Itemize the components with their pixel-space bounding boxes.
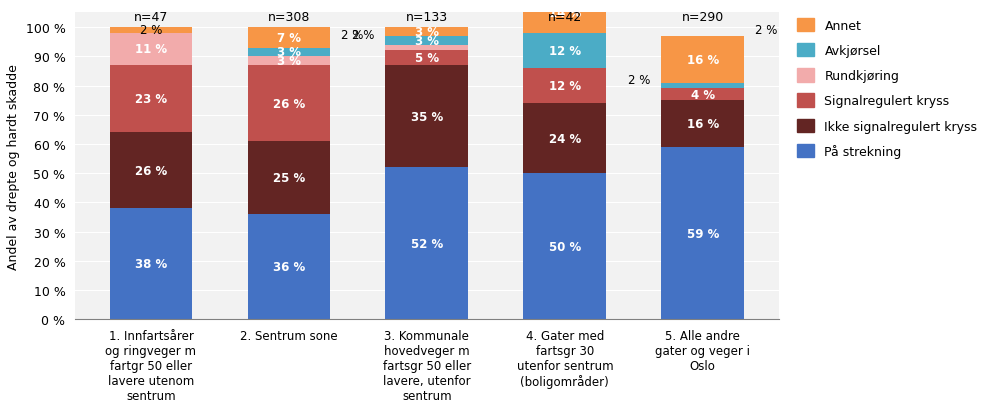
Bar [248, 142, 331, 215]
Text: n=133: n=133 [406, 11, 447, 24]
Bar [385, 45, 468, 51]
Legend: Annet, Avkjørsel, Rundkjøring, Signalregulert kryss, Ikke signalregulert kryss, : Annet, Avkjørsel, Rundkjøring, Signalreg… [792, 13, 982, 164]
Text: 5 %: 5 % [415, 52, 439, 65]
Text: 16 %: 16 % [687, 118, 719, 131]
Text: 4 %: 4 % [691, 89, 715, 101]
Bar [661, 37, 744, 83]
Bar [524, 0, 606, 34]
Bar [524, 174, 606, 319]
Bar [385, 37, 468, 45]
Bar [661, 89, 744, 101]
Text: 3 %: 3 % [415, 26, 439, 39]
Text: 36 %: 36 % [273, 261, 305, 274]
Text: 3 %: 3 % [277, 46, 301, 59]
Bar [248, 28, 331, 48]
Text: 12 %: 12 % [548, 45, 581, 58]
Bar [248, 215, 331, 319]
Bar [110, 66, 192, 133]
Text: 50 %: 50 % [548, 240, 581, 253]
Text: n=47: n=47 [134, 11, 168, 24]
Bar [110, 209, 192, 319]
Bar [524, 104, 606, 174]
Text: n=308: n=308 [267, 11, 310, 24]
Bar [385, 66, 468, 168]
Text: 59 %: 59 % [687, 227, 719, 240]
Bar [248, 57, 331, 66]
Text: 3 %: 3 % [277, 55, 301, 68]
Text: 11 %: 11 % [135, 43, 167, 56]
Text: 14 %: 14 % [548, 7, 581, 20]
Bar [661, 101, 744, 148]
Y-axis label: Andel av drepte og hardt skadde: Andel av drepte og hardt skadde [7, 64, 20, 269]
Bar [524, 69, 606, 104]
Text: 25 %: 25 % [273, 172, 305, 184]
Bar [248, 66, 331, 142]
Text: 2 %: 2 % [628, 74, 650, 87]
Text: 3 %: 3 % [415, 35, 439, 47]
Text: 2 %: 2 % [342, 29, 363, 42]
Text: 52 %: 52 % [411, 237, 443, 250]
Bar [110, 34, 192, 66]
Text: 2 %: 2 % [140, 25, 162, 37]
Bar [524, 34, 606, 69]
Bar [385, 28, 468, 37]
Text: 35 %: 35 % [411, 110, 443, 124]
Bar [661, 83, 744, 89]
Text: 26 %: 26 % [273, 97, 305, 110]
Text: 2 %: 2 % [755, 25, 777, 37]
Bar [661, 148, 744, 319]
Bar [110, 133, 192, 209]
Bar [110, 28, 192, 34]
Text: 26 %: 26 % [135, 164, 167, 178]
Bar [385, 168, 468, 319]
Text: 2 %: 2 % [352, 29, 374, 42]
Bar [248, 48, 331, 57]
Text: 7 %: 7 % [277, 32, 301, 45]
Text: 38 %: 38 % [135, 258, 167, 271]
Text: 24 %: 24 % [548, 132, 581, 145]
Text: n=290: n=290 [682, 11, 724, 24]
Text: 16 %: 16 % [687, 54, 719, 67]
Bar [385, 51, 468, 66]
Text: 12 %: 12 % [548, 80, 581, 93]
Text: 23 %: 23 % [135, 93, 167, 106]
Text: n=42: n=42 [547, 11, 582, 24]
